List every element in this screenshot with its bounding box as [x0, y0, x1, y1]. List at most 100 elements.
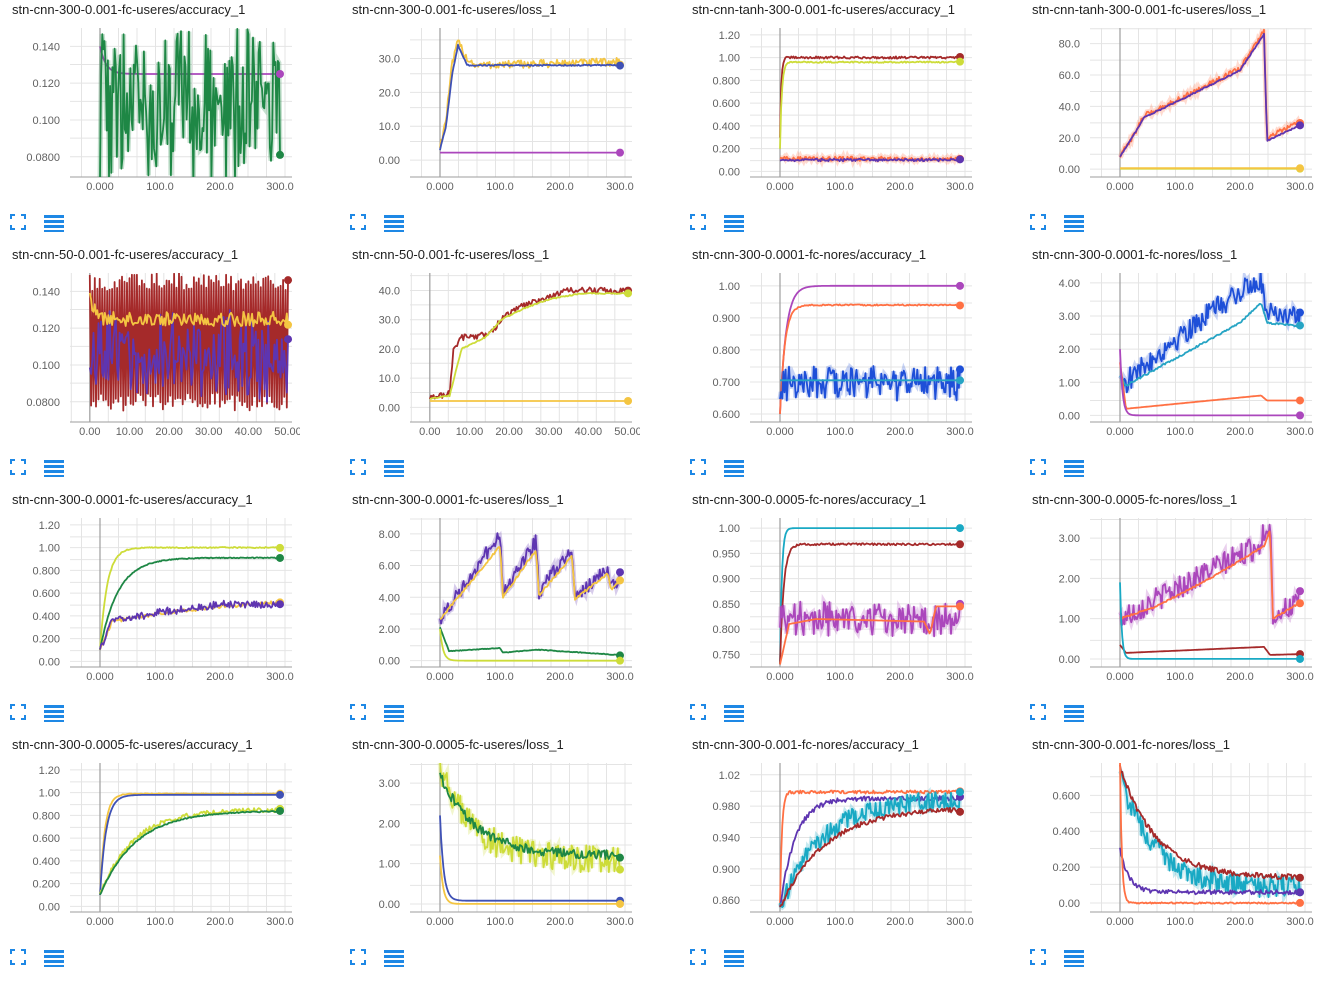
line-chart[interactable]: 0.00 10.00 20.00 30.00 40.00 50.00 0.0800 0.100… [0, 267, 300, 437]
series-line[interactable] [779, 789, 961, 908]
series-line[interactable] [88, 309, 289, 403]
series-line[interactable] [1119, 32, 1301, 158]
series-line[interactable] [1119, 530, 1301, 620]
list-icon[interactable] [384, 949, 406, 969]
line-chart[interactable]: 0.000 100.0 200.0 300.0 0.750 0.800 0.850 0.900… [680, 512, 980, 682]
series-line[interactable] [99, 546, 281, 650]
series-line[interactable] [1119, 523, 1301, 626]
series-line[interactable] [779, 303, 961, 415]
series-line[interactable] [1119, 270, 1301, 394]
list-icon[interactable] [724, 704, 746, 724]
list-icon[interactable] [384, 459, 406, 479]
series-line[interactable] [99, 792, 281, 895]
line-chart[interactable]: 0.000 100.0 200.0 300.0 0.00 2.00 4.00 6.00 8.00 [340, 512, 640, 682]
series-line[interactable] [428, 286, 629, 400]
fullscreen-icon[interactable] [10, 459, 32, 479]
series-line[interactable] [779, 600, 961, 638]
list-icon[interactable] [44, 704, 66, 724]
series-line[interactable] [1119, 28, 1301, 158]
series-line[interactable] [1119, 362, 1300, 410]
y-tick-label: 1.00 [1059, 377, 1080, 389]
fullscreen-icon[interactable] [350, 704, 372, 724]
series-line[interactable] [779, 791, 961, 909]
series-line[interactable] [779, 60, 961, 149]
series-line[interactable] [439, 43, 621, 151]
fullscreen-icon[interactable] [1030, 214, 1052, 234]
series-line[interactable] [1119, 303, 1301, 387]
series-line[interactable] [779, 284, 960, 415]
line-chart[interactable]: 0.000 100.0 200.0 300.0 0.00 20.0 40.0 60.0 80.0 [1020, 22, 1320, 192]
series-line[interactable] [1119, 764, 1301, 881]
list-icon[interactable] [384, 704, 406, 724]
series-line[interactable] [439, 626, 621, 657]
series-line[interactable] [779, 55, 961, 138]
series-line[interactable] [429, 291, 628, 400]
line-chart[interactable]: 0.000 100.0 200.0 300.0 0.00 1.00 2.00 3.00 4.00 [1020, 267, 1320, 437]
fullscreen-icon[interactable] [690, 704, 712, 724]
series-line[interactable] [99, 28, 281, 183]
line-chart[interactable]: 0.000 100.0 200.0 300.0 0.00 0.200 0.400 0.600 0… [0, 757, 300, 927]
series-line[interactable] [779, 605, 960, 665]
series-line[interactable] [88, 273, 289, 412]
series-line[interactable] [1119, 582, 1300, 660]
series-line[interactable] [439, 546, 621, 620]
list-icon[interactable] [384, 214, 406, 234]
list-icon[interactable] [1064, 704, 1086, 724]
series-line[interactable] [779, 795, 961, 907]
series-line[interactable] [439, 39, 621, 149]
line-chart[interactable]: 0.000 100.0 200.0 300.0 0.00 0.200 0.400 0.600 0… [0, 512, 300, 682]
series-line[interactable] [99, 793, 280, 895]
list-icon[interactable] [1064, 459, 1086, 479]
fullscreen-icon[interactable] [10, 949, 32, 969]
fullscreen-icon[interactable] [350, 949, 372, 969]
series-line[interactable] [1119, 349, 1300, 417]
fullscreen-icon[interactable] [1030, 704, 1052, 724]
series-line[interactable] [1119, 644, 1300, 656]
line-chart[interactable]: 0.000 100.0 200.0 300.0 0.0800 0.100 0.120 0.14… [0, 22, 300, 192]
list-icon[interactable] [1064, 214, 1086, 234]
series-line[interactable] [1119, 770, 1301, 899]
series-line[interactable] [779, 527, 960, 665]
list-icon[interactable] [1064, 949, 1086, 969]
list-icon[interactable] [724, 214, 746, 234]
series-line[interactable] [99, 556, 281, 651]
fullscreen-icon[interactable] [350, 214, 372, 234]
line-chart[interactable]: 0.000 100.0 200.0 300.0 0.860 0.900 0.940 0.980… [680, 757, 980, 927]
fullscreen-icon[interactable] [690, 459, 712, 479]
fullscreen-icon[interactable] [1030, 949, 1052, 969]
line-chart[interactable]: 0.000 100.0 200.0 300.0 0.00 10.0 20.0 30.0 [340, 22, 640, 192]
list-icon[interactable] [724, 459, 746, 479]
line-chart[interactable]: 0.000 100.0 200.0 300.0 0.00 0.200 0.400 0.600 [1020, 757, 1320, 927]
line-chart[interactable]: 0.000 100.0 200.0 300.0 0.00 1.00 2.00 3.00 [1020, 512, 1320, 682]
list-icon[interactable] [724, 949, 746, 969]
fullscreen-icon[interactable] [690, 949, 712, 969]
series-line[interactable] [439, 532, 621, 625]
series-end-point [1296, 587, 1304, 596]
fullscreen-icon[interactable] [10, 704, 32, 724]
series-line[interactable] [779, 542, 961, 665]
series-line[interactable] [99, 810, 281, 896]
series-line[interactable] [439, 772, 621, 860]
series-line[interactable] [1119, 847, 1301, 896]
series-line[interactable] [439, 815, 620, 902]
series-line[interactable] [439, 628, 620, 662]
fullscreen-icon[interactable] [10, 214, 32, 234]
fullscreen-icon[interactable] [690, 214, 712, 234]
line-chart[interactable]: 0.000 100.0 200.0 300.0 0.600 0.700 0.800 0.900… [680, 267, 980, 437]
list-icon[interactable] [44, 214, 66, 234]
list-icon[interactable] [44, 459, 66, 479]
series-line[interactable] [439, 855, 620, 905]
list-icon[interactable] [44, 949, 66, 969]
series-line[interactable] [779, 807, 961, 908]
series-line[interactable] [779, 157, 961, 163]
fullscreen-icon[interactable] [350, 459, 372, 479]
series-line[interactable] [88, 292, 289, 328]
series-line[interactable] [1119, 763, 1301, 905]
series-line[interactable] [99, 599, 281, 650]
line-chart[interactable]: 0.000 100.0 200.0 300.0 0.00 0.200 0.400 0.600 0… [680, 22, 980, 192]
line-chart[interactable]: 0.00 10.00 20.00 30.00 40.00 50.00 0.00 10.0 20.… [340, 267, 640, 437]
fullscreen-icon[interactable] [1030, 459, 1052, 479]
series-line[interactable] [779, 365, 961, 402]
line-chart[interactable]: 0.000 100.0 200.0 300.0 0.00 1.00 2.00 3.00 [340, 757, 640, 927]
series-line[interactable] [439, 761, 621, 873]
